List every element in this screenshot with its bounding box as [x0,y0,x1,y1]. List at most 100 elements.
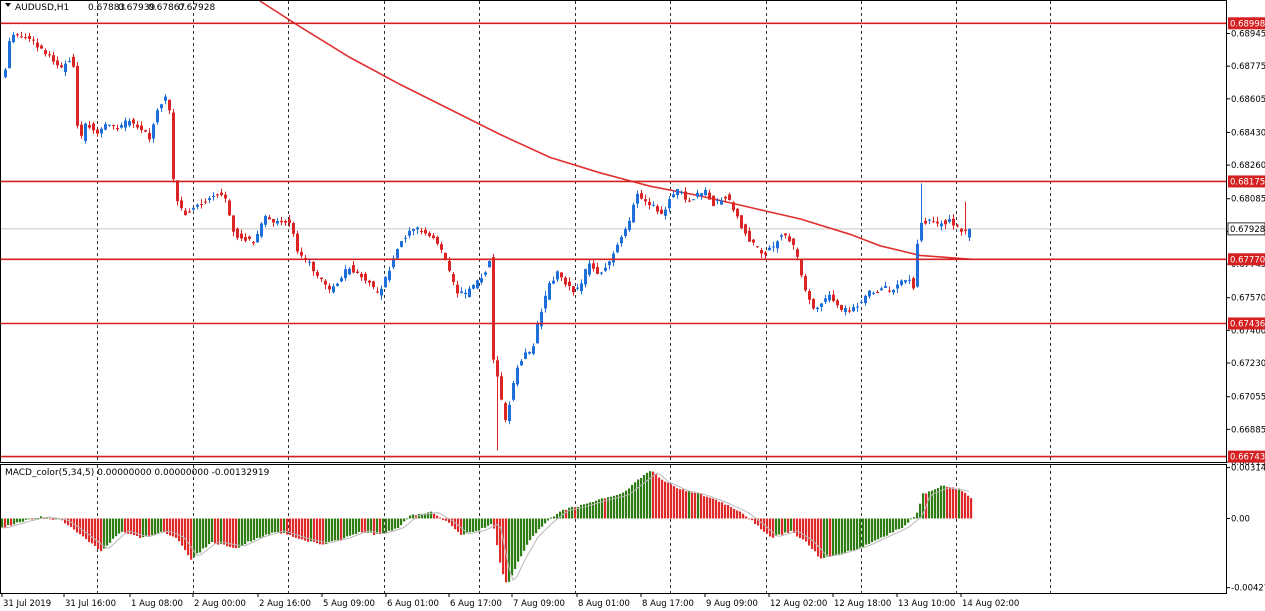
macd-bar [616,495,619,519]
candle-body [148,133,151,140]
candle-body [428,233,431,237]
macd-bar [781,518,784,535]
macd-bar [442,518,445,521]
macd-bar [943,485,946,519]
macd-bar [652,471,655,519]
macd-bar [601,498,604,519]
candle-body [452,274,455,282]
time-tick-label: 6 Aug 01:00 [387,599,439,609]
macd-bar [253,518,256,540]
level-lines-layer [0,22,1226,458]
macd-bar [568,507,571,519]
candle-body [904,280,907,283]
candle-body [400,241,403,247]
candle-body [164,96,167,101]
macd-bar [724,504,727,519]
candle-body [556,271,559,280]
ohlc-open: 0.67883 [88,3,125,13]
macd-bar [628,488,631,519]
macd-bar [631,484,634,519]
macd-bar [646,472,649,519]
macd-bar [7,518,10,526]
macd-title: MACD_color(5,34,5) 0.00000000 0.00000000… [5,468,270,478]
macd-bar [775,518,778,536]
price-tick-label: 0.68260 [1231,161,1265,171]
macd-bar [865,518,868,545]
candle-body [72,56,75,67]
candle-body [676,189,679,195]
macd-bar [520,518,523,557]
price-tick-label: 0.68945 [1231,29,1265,39]
macd-bar [889,518,892,533]
candle-body [480,278,483,283]
candle-body [296,233,299,252]
time-tick-label: 8 Aug 01:00 [578,599,630,609]
candle-body [600,272,603,274]
macd-bar [643,475,646,519]
macd-bar [799,518,802,539]
macd-bar [589,502,592,519]
candle-body [120,125,123,128]
time-tick-label: 1 Aug 08:00 [131,599,183,609]
level-price-tag [1228,175,1265,188]
candle-body [116,128,119,130]
macd-bar [94,518,97,546]
macd-bar [622,492,625,519]
ohlc-low: 0.67867 [148,3,185,13]
candle-body [484,272,487,275]
macd-bar [556,513,559,519]
candle-body [372,281,375,287]
candle-body [844,308,847,312]
candle-body [280,220,283,223]
macd-bar [682,489,685,519]
macd-bar [550,517,553,519]
price-tick-label: 0.68430 [1231,128,1265,138]
candle-body [804,276,807,291]
macd-bar [142,518,145,538]
candle-body [436,237,439,244]
candle-body [24,37,27,39]
macd-bar [610,496,613,519]
candle-body [292,223,295,234]
macd-bar [634,482,637,519]
candle-body [532,346,535,354]
price-tick-label: 0.67230 [1231,359,1265,369]
macd-bar [637,479,640,519]
macd-bar [139,518,142,538]
level-price-label: 0.66743 [1230,453,1265,463]
candle-body [300,251,303,256]
symbol-menu-icon[interactable] [5,3,11,7]
candle-body [880,288,883,291]
macd-bar [313,518,316,542]
candle-body [784,233,787,236]
macd-bar [190,518,193,560]
macd-bar [388,518,391,531]
candle-body [620,237,623,244]
candle-body [196,204,199,207]
macd-bar [661,479,664,519]
macd-bar [583,504,586,519]
macd-bar [397,518,400,528]
candle-body [332,286,335,293]
macd-bar [871,518,874,543]
macd-bar [4,518,7,528]
macd-bar [460,518,463,535]
candle-body [424,229,427,234]
candle-body [84,123,87,141]
macd-bar [331,518,334,542]
macd-bar [382,518,385,534]
candle-body [548,283,551,300]
candle-body [964,229,967,231]
candle-body [316,272,319,276]
macd-bar [82,518,85,537]
candle-body [488,261,491,268]
macd-bar [424,513,427,519]
candle-body [788,236,791,242]
candle-body [572,286,575,293]
candle-body [792,238,795,245]
macd-bar [691,492,694,519]
candle-body [732,202,735,211]
macd-bar [472,518,475,532]
macd-bar [655,474,658,519]
candle-body [900,280,903,285]
